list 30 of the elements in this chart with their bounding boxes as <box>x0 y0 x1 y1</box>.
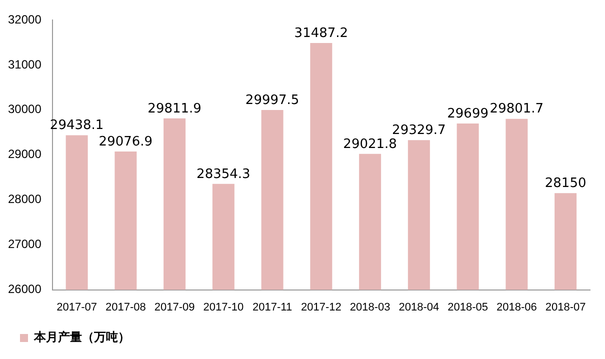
data-label: 31487.2 <box>294 26 348 41</box>
x-tick-label: 2017-11 <box>252 301 292 314</box>
x-tick-label: 2018-07 <box>545 301 586 314</box>
x-tick-label: 2017-09 <box>154 301 195 314</box>
x-tick-label: 2018-04 <box>398 301 440 314</box>
data-label: 29811.9 <box>148 101 202 116</box>
data-label: 29997.5 <box>245 92 300 108</box>
data-label: 29438.1 <box>50 118 104 134</box>
x-tick-label: 2017-08 <box>105 301 146 314</box>
data-label: 29076.9 <box>98 134 153 150</box>
x-tick-label: 2018-03 <box>350 301 390 314</box>
x-tick-label: 2017-07 <box>56 301 97 314</box>
data-label: 29021.8 <box>343 136 397 152</box>
x-tick-label: 2018-05 <box>448 301 488 314</box>
y-tick-label: 28000 <box>8 192 42 206</box>
x-tick-label: 2017-10 <box>203 301 244 314</box>
y-tick-label: 30000 <box>8 102 42 116</box>
x-tick-label: 2017-12 <box>300 301 342 314</box>
legend-label: 本月产量（万吨） <box>33 330 130 344</box>
y-tick-label: 31000 <box>8 57 42 72</box>
data-label: 28354.3 <box>196 166 250 182</box>
data-label: 29329.7 <box>392 122 446 138</box>
x-tick-label: 2018-06 <box>496 301 537 314</box>
data-label: 28150 <box>544 176 586 191</box>
y-tick-label: 26000 <box>8 282 42 296</box>
data-label: 29699 <box>447 106 488 122</box>
data-label: 29801.7 <box>490 102 544 117</box>
y-tick-label: 27000 <box>8 237 42 252</box>
y-tick-label: 29000 <box>8 147 42 162</box>
y-tick-label: 32000 <box>8 12 42 26</box>
